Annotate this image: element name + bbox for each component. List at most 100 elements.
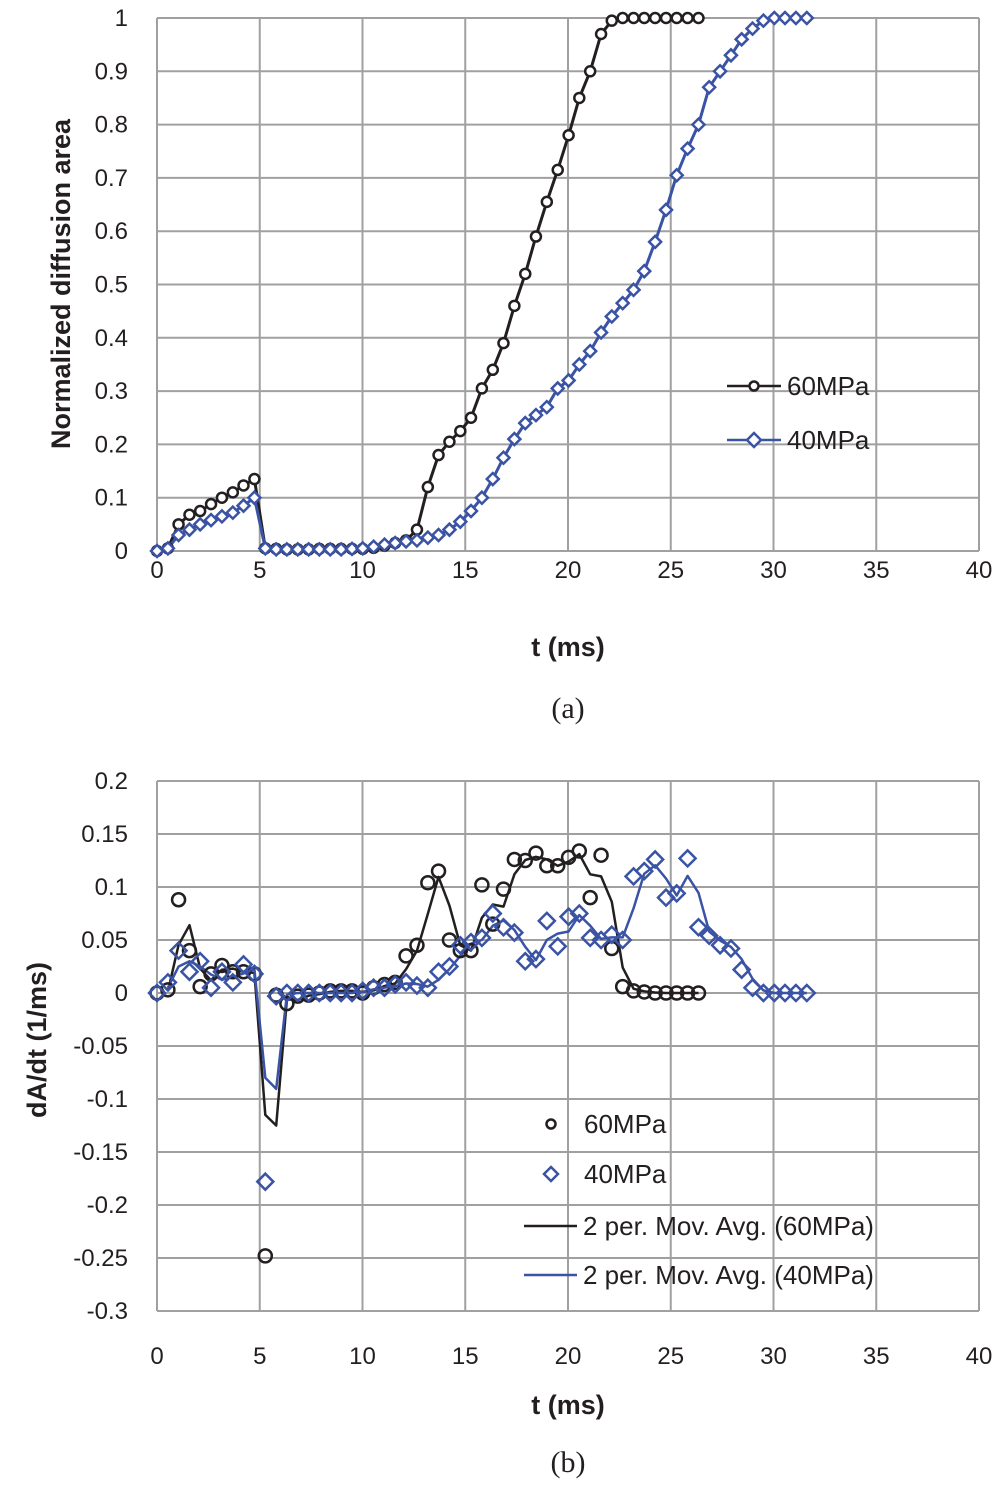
data-point-60mpa (668, 985, 685, 1001)
x-tick-label: 10 (349, 557, 376, 584)
data-point-40mpa (268, 541, 284, 558)
data-point-40mpa (645, 849, 665, 870)
data-point-40mpa (560, 372, 577, 389)
data-point-40mpa (344, 541, 360, 557)
data-point-40mpa (723, 47, 739, 64)
data-point-60mpa (279, 995, 295, 1012)
data-point-40mpa (439, 956, 460, 977)
data-point-40mpa (679, 140, 696, 157)
data-point-60mpa (454, 424, 467, 438)
data-point-40mpa (214, 508, 230, 525)
data-point-60mpa (486, 363, 500, 377)
legend-b-ma40: 2 per. Mov. Avg. (40MPa) (524, 1260, 874, 1290)
data-point-60mpa (257, 1248, 274, 1264)
data-point-60mpa (420, 875, 436, 891)
data-point-40mpa (203, 512, 219, 528)
data-point-60mpa (679, 985, 696, 1001)
data-point-40mpa (493, 917, 514, 938)
data-point-40mpa (396, 972, 416, 993)
chart-a-caption: (a) (551, 692, 584, 725)
data-point-60mpa (594, 27, 608, 41)
data-point-40mpa (266, 986, 286, 1006)
data-point-40mpa (300, 541, 317, 558)
data-point-60mpa (183, 508, 196, 522)
x-tick-label: 15 (452, 1343, 479, 1370)
chart-b-series (147, 843, 817, 1264)
data-point-40mpa (506, 431, 523, 447)
data-point-60mpa (658, 985, 674, 1001)
chart-b-caption: (b) (551, 1446, 586, 1479)
data-point-60mpa (475, 382, 489, 395)
data-point-40mpa (441, 521, 458, 538)
y-tick-label: -0.05 (73, 1033, 128, 1060)
data-point-60mpa (517, 852, 534, 869)
data-point-40mpa (701, 79, 717, 96)
data-point-40mpa (485, 471, 501, 487)
data-point-40mpa (225, 504, 241, 521)
data-point-40mpa (255, 1171, 276, 1192)
data-point-40mpa (311, 541, 328, 558)
data-point-40mpa (515, 951, 536, 971)
data-point-60mpa (690, 985, 707, 1001)
data-point-40mpa (647, 234, 663, 250)
data-point-40mpa (612, 930, 633, 950)
data-point-40mpa (190, 951, 210, 971)
data-point-60mpa (562, 129, 575, 142)
data-point-40mpa (407, 975, 427, 996)
y-tick-label: 0.8 (95, 112, 128, 139)
data-point-40mpa (658, 202, 674, 218)
data-point-40mpa (322, 541, 339, 558)
data-point-60mpa (571, 843, 588, 859)
data-point-60mpa (181, 942, 198, 959)
data-point-40mpa (636, 263, 653, 279)
data-point-60mpa (192, 978, 208, 995)
x-tick-label: 0 (150, 1343, 163, 1370)
data-point-60mpa (226, 486, 240, 499)
data-point-40mpa (788, 10, 804, 26)
y-tick-label: -0.1 (87, 1086, 128, 1113)
x-tick-label: 5 (253, 557, 266, 584)
chart-b: 0 5 10 15 20 25 30 35 40 -0.3 -0.25 -0.2 -0.15 -0.1 -0… (22, 768, 992, 1479)
data-point-40mpa (160, 540, 176, 557)
data-point-60mpa (627, 11, 640, 25)
chart-a-series (149, 10, 815, 559)
data-point-60mpa (519, 267, 532, 281)
data-point-40mpa (147, 983, 167, 1003)
x-tick-label: 40 (966, 1343, 993, 1370)
data-point-40mpa (558, 906, 579, 927)
data-point-40mpa (452, 513, 469, 530)
x-tick-label: 10 (349, 1343, 376, 1370)
data-point-60mpa (430, 863, 447, 879)
y-tick-label: 0 (115, 538, 128, 565)
data-point-60mpa (452, 942, 469, 959)
data-point-40mpa (710, 935, 730, 956)
data-point-40mpa (797, 983, 817, 1003)
data-point-40mpa (201, 977, 221, 998)
data-point-60mpa (495, 881, 512, 897)
data-point-60mpa (529, 230, 543, 243)
chart-b-ticks: 0 5 10 15 20 25 30 35 40 -0.3 -0.25 -0.2 -0.15 -0.1 -0… (73, 768, 992, 1370)
data-point-40mpa (235, 497, 252, 514)
legend-b-60-marker (545, 1118, 557, 1130)
data-point-60mpa (432, 448, 445, 462)
data-point-40mpa (699, 925, 719, 946)
y-tick-label: 0.6 (95, 218, 128, 245)
x-tick-label: 20 (555, 557, 582, 584)
data-point-40mpa (223, 972, 243, 993)
y-tick-label: 0.5 (95, 272, 128, 299)
x-tick-label: 25 (657, 557, 684, 584)
data-point-60mpa (583, 65, 597, 78)
data-point-60mpa (593, 847, 609, 863)
data-point-40mpa (257, 540, 274, 557)
x-tick-label: 30 (760, 1343, 787, 1370)
legend-b-40-marker (542, 1165, 560, 1183)
data-point-60mpa (421, 480, 435, 494)
data-point-40mpa (495, 449, 512, 466)
data-point-60mpa (647, 985, 663, 1001)
y-tick-label: 0.15 (81, 821, 128, 848)
data-point-40mpa (504, 922, 525, 943)
data-point-40mpa (721, 938, 741, 959)
y-tick-label: 0.2 (95, 768, 128, 795)
data-point-60mpa (573, 91, 586, 105)
data-point-40mpa (623, 866, 644, 887)
